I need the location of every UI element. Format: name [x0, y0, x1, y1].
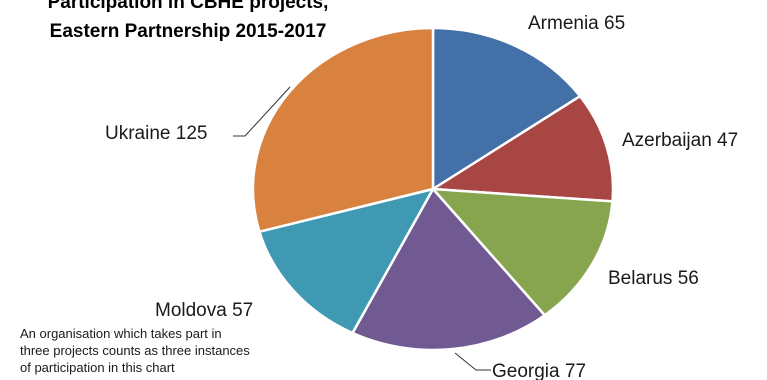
pie-slice-ukraine — [251, 26, 435, 233]
pie-slice-belarus — [431, 187, 614, 317]
slice-label-belarus: Belarus 56 — [608, 268, 699, 289]
footnote-line-2: three projects counts as three instances — [20, 343, 250, 358]
footnote-line-3: of participation in this chart — [20, 360, 175, 375]
leader-line-ukraine — [233, 86, 291, 137]
chart-title: Participation in CBHE projects, Eastern … — [8, 0, 368, 46]
slice-label-moldova: Moldova 57 — [155, 300, 253, 321]
slice-label-ukraine: Ukraine 125 — [105, 123, 207, 144]
chart-title-line-2: Eastern Partnership 2015-2017 — [49, 21, 327, 42]
pie-slice-azerbaijan — [431, 94, 615, 203]
slice-labels: Armenia 65 Azerbaijan 47 Belarus 56 Georgia… — [105, 13, 738, 380]
leader-lines — [233, 86, 491, 371]
slice-label-georgia: Georgia 77 — [492, 361, 586, 380]
pie-slice-moldova — [258, 187, 435, 335]
slice-label-armenia: Armenia 65 — [528, 13, 625, 34]
chart-title-line-1: Participation in CBHE projects, — [47, 0, 329, 13]
leader-line-georgia — [454, 352, 491, 371]
chart-footnote: An organisation which takes part in thre… — [20, 325, 320, 376]
footnote-line-1: An organisation which takes part in — [20, 326, 222, 341]
pie-slices — [251, 26, 615, 352]
pie-slice-georgia — [351, 187, 546, 352]
slice-label-azerbaijan: Azerbaijan 47 — [622, 130, 738, 151]
pie-slice-armenia — [431, 26, 582, 191]
